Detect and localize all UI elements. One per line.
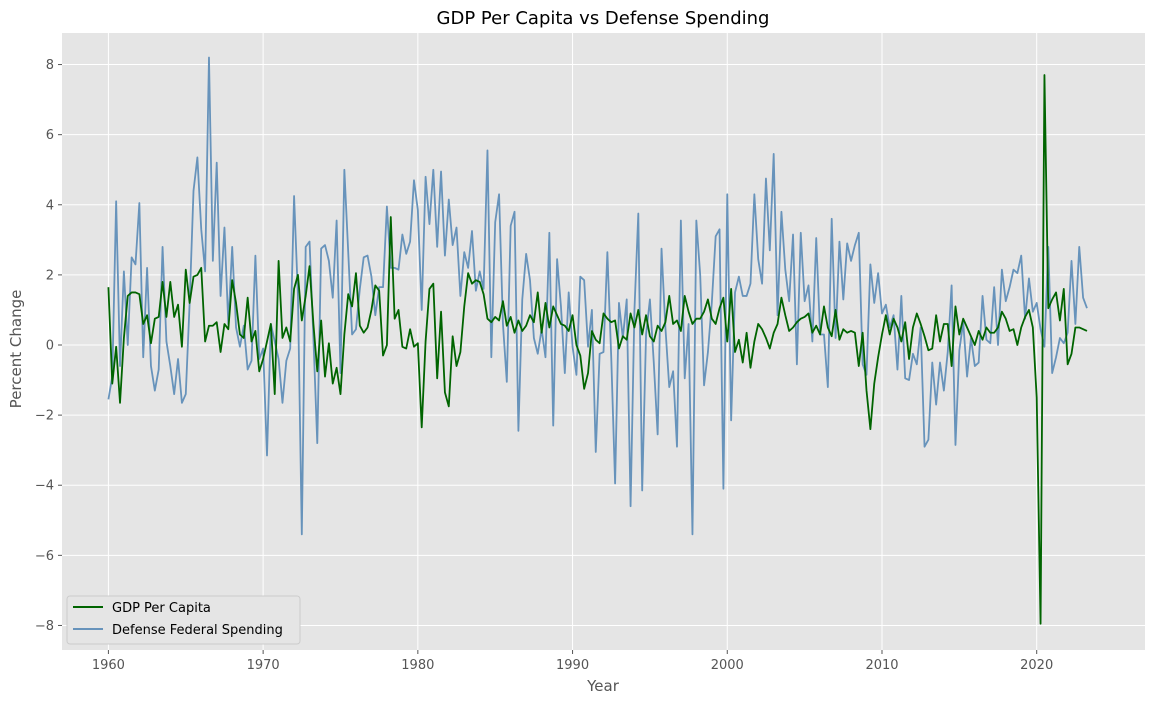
y-tick-label: 8 bbox=[46, 58, 54, 73]
y-tick-label: 0 bbox=[46, 339, 54, 354]
y-tick-label: −4 bbox=[35, 479, 54, 494]
y-tick-label: −2 bbox=[35, 409, 54, 424]
y-axis-title: Percent Change bbox=[7, 290, 25, 409]
y-tick-label: 6 bbox=[46, 128, 54, 143]
legend-label-defense: Defense Federal Spending bbox=[112, 623, 283, 638]
x-tick-label: 2020 bbox=[1020, 658, 1053, 673]
y-tick-label: −8 bbox=[35, 619, 54, 634]
x-axis-title: Year bbox=[586, 677, 620, 695]
x-tick-label: 1990 bbox=[556, 658, 589, 673]
x-tick-label: 1960 bbox=[92, 658, 125, 673]
y-tick-label: −6 bbox=[35, 549, 54, 564]
x-tick-label: 1980 bbox=[401, 658, 434, 673]
gdp-per-capita-line bbox=[107, 74, 1088, 625]
chart-title: GDP Per Capita vs Defense Spending bbox=[437, 8, 770, 29]
x-tick-label: 2000 bbox=[711, 658, 744, 673]
legend: GDP Per Capita Defense Federal Spending bbox=[66, 595, 301, 645]
legend-box bbox=[66, 595, 301, 645]
x-tick-label: 2010 bbox=[865, 658, 898, 673]
x-tick-label: 1970 bbox=[247, 658, 280, 673]
tick-marks bbox=[58, 64, 1038, 654]
series-lines bbox=[107, 56, 1088, 625]
tick-labels: 1960 1970 1980 1990 2000 2010 2020 −8 −6 −4 −2 0 2 4 6… bbox=[35, 58, 1053, 673]
legend-label-gdp: GDP Per Capita bbox=[112, 601, 211, 616]
y-tick-label: 4 bbox=[46, 198, 54, 213]
y-tick-label: 2 bbox=[46, 268, 54, 283]
